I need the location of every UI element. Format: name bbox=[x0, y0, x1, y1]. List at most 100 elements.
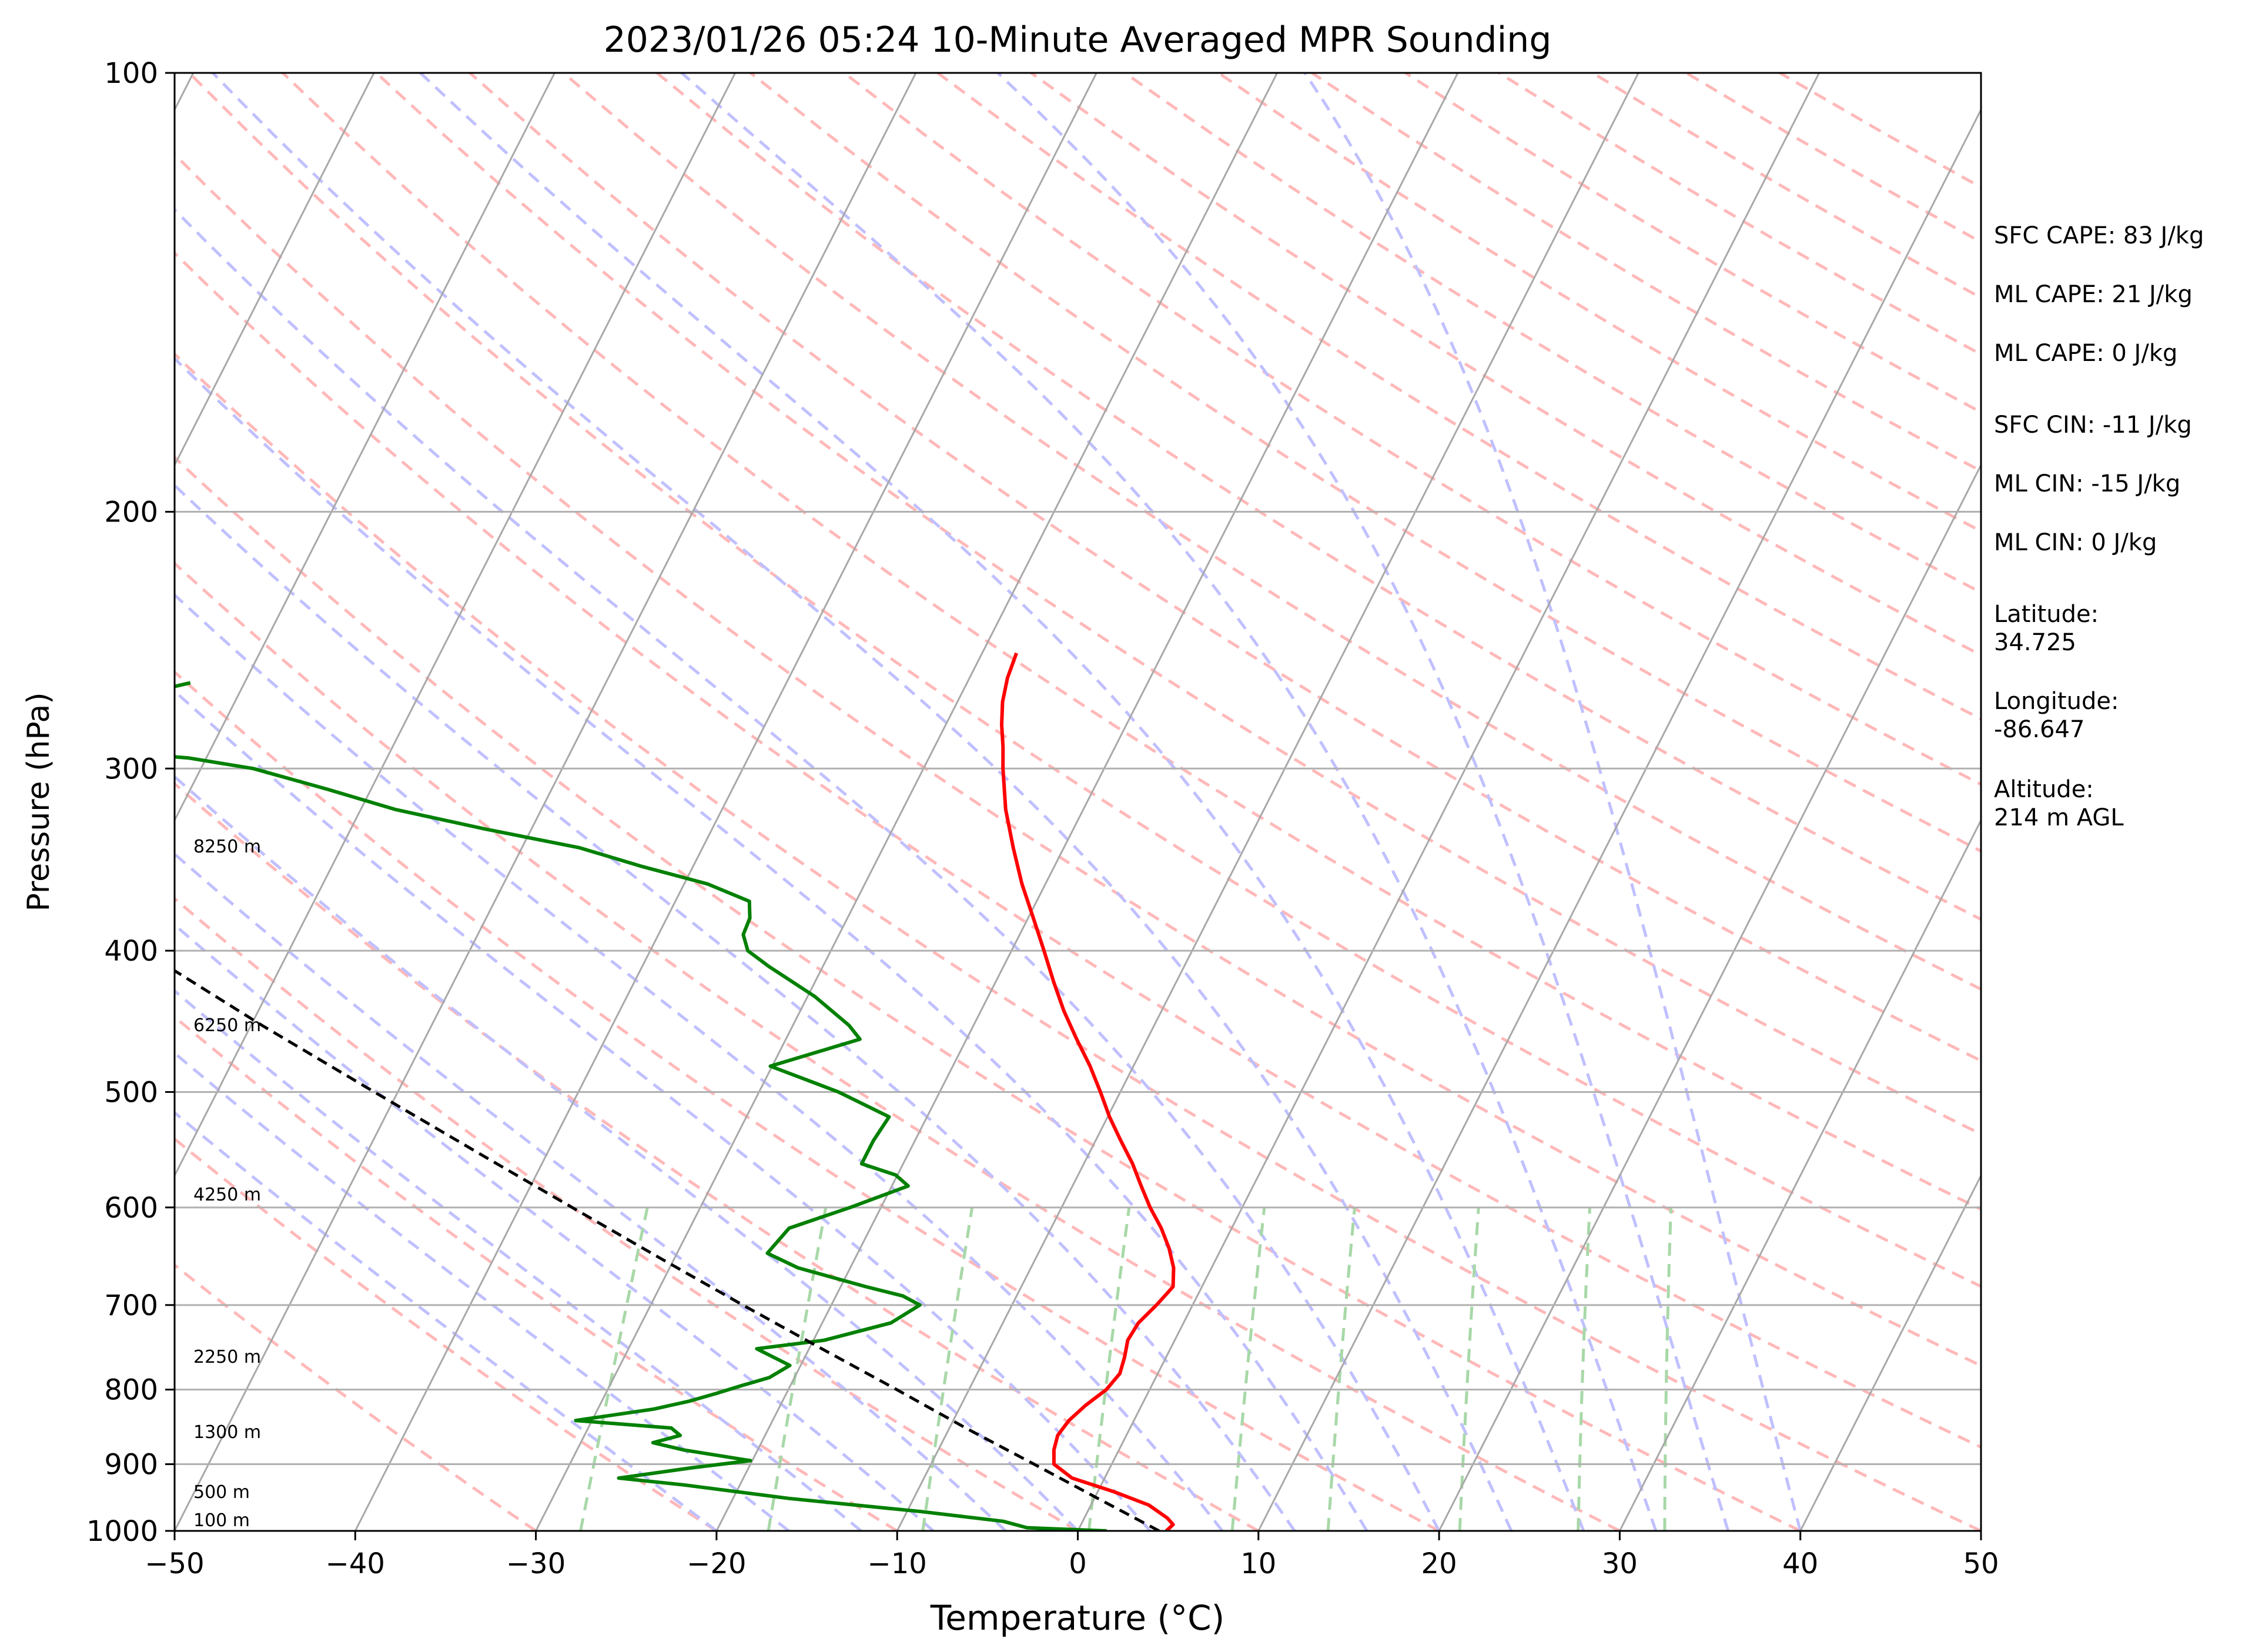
y-tick-label: 700 bbox=[104, 1289, 158, 1322]
latitude-label: Latitude: bbox=[1994, 601, 2099, 628]
isotherm bbox=[535, 73, 1279, 1531]
longitude-label: Longitude: bbox=[1994, 688, 2119, 715]
ml-cape-text: ML CAPE: 21 J/kg bbox=[1994, 281, 2193, 308]
x-axis-label: Temperature (°C) bbox=[930, 1598, 1225, 1638]
moist-adiabat bbox=[175, 593, 1224, 1531]
height-label-500: 500 m bbox=[193, 1482, 250, 1503]
dry-adiabat bbox=[175, 251, 1981, 1449]
y-tick-label: 900 bbox=[104, 1449, 158, 1482]
series-group bbox=[175, 652, 1176, 1531]
dewpoint-profile bbox=[175, 681, 1107, 1531]
dry-adiabat bbox=[749, 73, 1981, 853]
y-tick-label: 300 bbox=[104, 753, 158, 785]
dry-adiabat bbox=[282, 73, 1981, 1211]
isotherm bbox=[1077, 73, 1820, 1531]
y-axis-label: Pressure (hPa) bbox=[21, 693, 56, 912]
sfc-cape-text: SFC CAPE: 83 J/kg bbox=[1994, 222, 2204, 249]
dry-adiabat bbox=[175, 561, 1621, 1531]
background-lines bbox=[175, 73, 1981, 1531]
pressure-gridlines bbox=[175, 511, 1981, 1466]
dry-adiabat bbox=[175, 352, 1981, 1531]
moist-adiabat bbox=[212, 73, 1513, 1531]
y-tick-label: 600 bbox=[104, 1192, 158, 1225]
dry-adiabat bbox=[375, 73, 1981, 1136]
moist-adiabat bbox=[680, 73, 1658, 1531]
isotherm bbox=[175, 73, 375, 467]
ml-cin-2-text: ML CIN: 0 J/kg bbox=[1994, 529, 2157, 556]
x-tick-label: 50 bbox=[1963, 1547, 1999, 1580]
moist-adiabat bbox=[175, 922, 935, 1531]
x-tick-label: 30 bbox=[1602, 1547, 1638, 1580]
isotherm bbox=[175, 73, 556, 822]
mixing-ratio-line bbox=[1230, 1207, 1266, 1531]
mixing-ratio-line bbox=[921, 1207, 974, 1531]
moist-adiabat bbox=[175, 689, 1152, 1531]
y-tick-label: 200 bbox=[104, 496, 158, 529]
y-tick-label: 1000 bbox=[86, 1515, 158, 1548]
chart-title: 2023/01/26 05:24 10-Minute Averaged MPR … bbox=[604, 19, 1552, 61]
moist-adiabat bbox=[1303, 73, 1802, 1531]
moist-adiabat bbox=[175, 852, 1007, 1531]
mixing-ratio-line bbox=[1087, 1207, 1131, 1531]
isotherm bbox=[1619, 818, 1981, 1531]
dry-adiabat bbox=[469, 73, 1981, 1063]
moist-adiabat bbox=[419, 73, 1585, 1531]
isotherm bbox=[896, 73, 1639, 1531]
dry-adiabat bbox=[175, 455, 1801, 1531]
x-tick-label: 20 bbox=[1421, 1547, 1457, 1580]
dry-adiabat bbox=[175, 1263, 537, 1531]
y-tick-label: 500 bbox=[104, 1076, 158, 1109]
dry-adiabat bbox=[656, 73, 1981, 921]
height-label-4250: 4250 m bbox=[193, 1185, 261, 1205]
y-tick-label: 100 bbox=[104, 57, 158, 90]
dry-adiabat bbox=[188, 73, 1981, 1288]
height-label-6250: 6250 m bbox=[193, 1015, 261, 1036]
moist-adiabat bbox=[996, 73, 1730, 1531]
moist-adiabat bbox=[175, 356, 1368, 1531]
longitude-value: -86.647 bbox=[1994, 716, 2084, 743]
altitude-label: Altitude: bbox=[1994, 776, 2094, 803]
height-label-1300: 1300 m bbox=[193, 1422, 261, 1443]
altitude-value: 214 m AGL bbox=[1994, 804, 2124, 831]
isotherm bbox=[1257, 108, 1981, 1531]
parcel-profile bbox=[175, 969, 1160, 1531]
x-axis-ticks: −50 −40 −30 −20 −10 0 10 20 30 40 50 bbox=[145, 1531, 1999, 1580]
x-tick-label: −30 bbox=[506, 1547, 565, 1580]
sfc-cin-text: SFC CIN: -11 J/kg bbox=[1994, 412, 2192, 439]
ml-cin-text: ML CIN: -15 J/kg bbox=[1994, 470, 2180, 497]
dry-adiabat bbox=[936, 73, 1981, 721]
x-tick-label: 40 bbox=[1782, 1547, 1818, 1580]
x-tick-label: 10 bbox=[1240, 1547, 1276, 1580]
mixing-ratio-line bbox=[767, 1207, 828, 1531]
dry-adiabat bbox=[175, 1015, 898, 1531]
moist-adiabat bbox=[175, 208, 1441, 1531]
x-tick-label: −20 bbox=[687, 1547, 746, 1580]
moist-adiabat bbox=[175, 1111, 718, 1531]
y-tick-label: 800 bbox=[104, 1374, 158, 1407]
moist-adiabat bbox=[175, 989, 862, 1531]
height-label-2250: 2250 m bbox=[193, 1347, 261, 1367]
y-tick-label: 400 bbox=[104, 935, 158, 968]
y-axis-ticks: 100 200 300 400 500 600 700 800 900 1000 bbox=[86, 57, 175, 1548]
mixing-ratio-line bbox=[1326, 1207, 1356, 1531]
dry-adiabat bbox=[175, 152, 1981, 1367]
moist-adiabat bbox=[175, 1051, 790, 1531]
isotherm bbox=[1438, 463, 1981, 1531]
mixing-ratio-line bbox=[1577, 1207, 1591, 1531]
moist-adiabat bbox=[175, 774, 1079, 1531]
indices-panel: SFC CAPE: 83 J/kg ML CAPE: 21 J/kg ML CA… bbox=[1994, 222, 2204, 831]
x-tick-label: 0 bbox=[1069, 1547, 1087, 1580]
dry-adiabat bbox=[175, 897, 1079, 1531]
height-labels: 8250 m 6250 m 4250 m 2250 m 1300 m 500 m… bbox=[193, 837, 261, 1531]
dry-adiabat bbox=[562, 73, 1981, 991]
x-tick-label: −40 bbox=[326, 1547, 385, 1580]
isotherm bbox=[1799, 1173, 1981, 1531]
x-tick-label: −10 bbox=[868, 1547, 927, 1580]
x-tick-label: −50 bbox=[145, 1547, 204, 1580]
height-label-8250: 8250 m bbox=[193, 837, 261, 857]
isotherm bbox=[175, 73, 917, 1531]
moist-adiabat bbox=[175, 483, 1296, 1531]
latitude-value: 34.725 bbox=[1994, 629, 2076, 656]
